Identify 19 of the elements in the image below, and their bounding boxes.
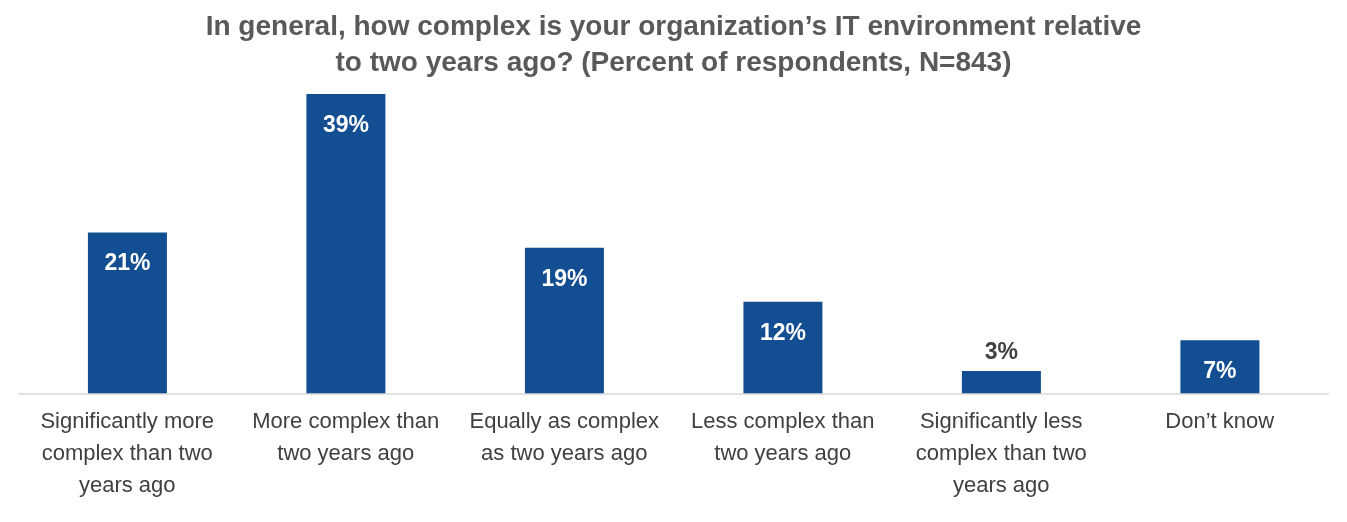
chart-title: In general, how complex is your organization’s IT environment relative to two years ago? (Percent of respondents, N=843) <box>204 9 1143 79</box>
data-label: 12% <box>759 318 806 345</box>
data-label: 21% <box>104 249 151 276</box>
x-tick-label: More complex than two years ago <box>252 408 440 465</box>
x-tick-label: Significantly more complex than two years ago <box>40 408 215 497</box>
data-label: 3% <box>984 337 1019 364</box>
data-label: 7% <box>1203 357 1237 384</box>
x-tick-label: Significantly less complex than two years ago <box>915 408 1087 497</box>
x-tick-label: Equally as complex as two years ago <box>469 408 660 465</box>
bar <box>1180 340 1260 394</box>
bar <box>87 232 167 394</box>
bar <box>524 247 604 394</box>
data-label: 39% <box>322 111 369 137</box>
x-tick-label: Don’t know <box>1165 408 1275 433</box>
bar <box>743 301 823 394</box>
x-tick-label: Less complex than two years ago <box>691 408 875 465</box>
bar <box>306 94 386 394</box>
data-label: 19% <box>541 264 588 291</box>
bar <box>961 370 1041 394</box>
